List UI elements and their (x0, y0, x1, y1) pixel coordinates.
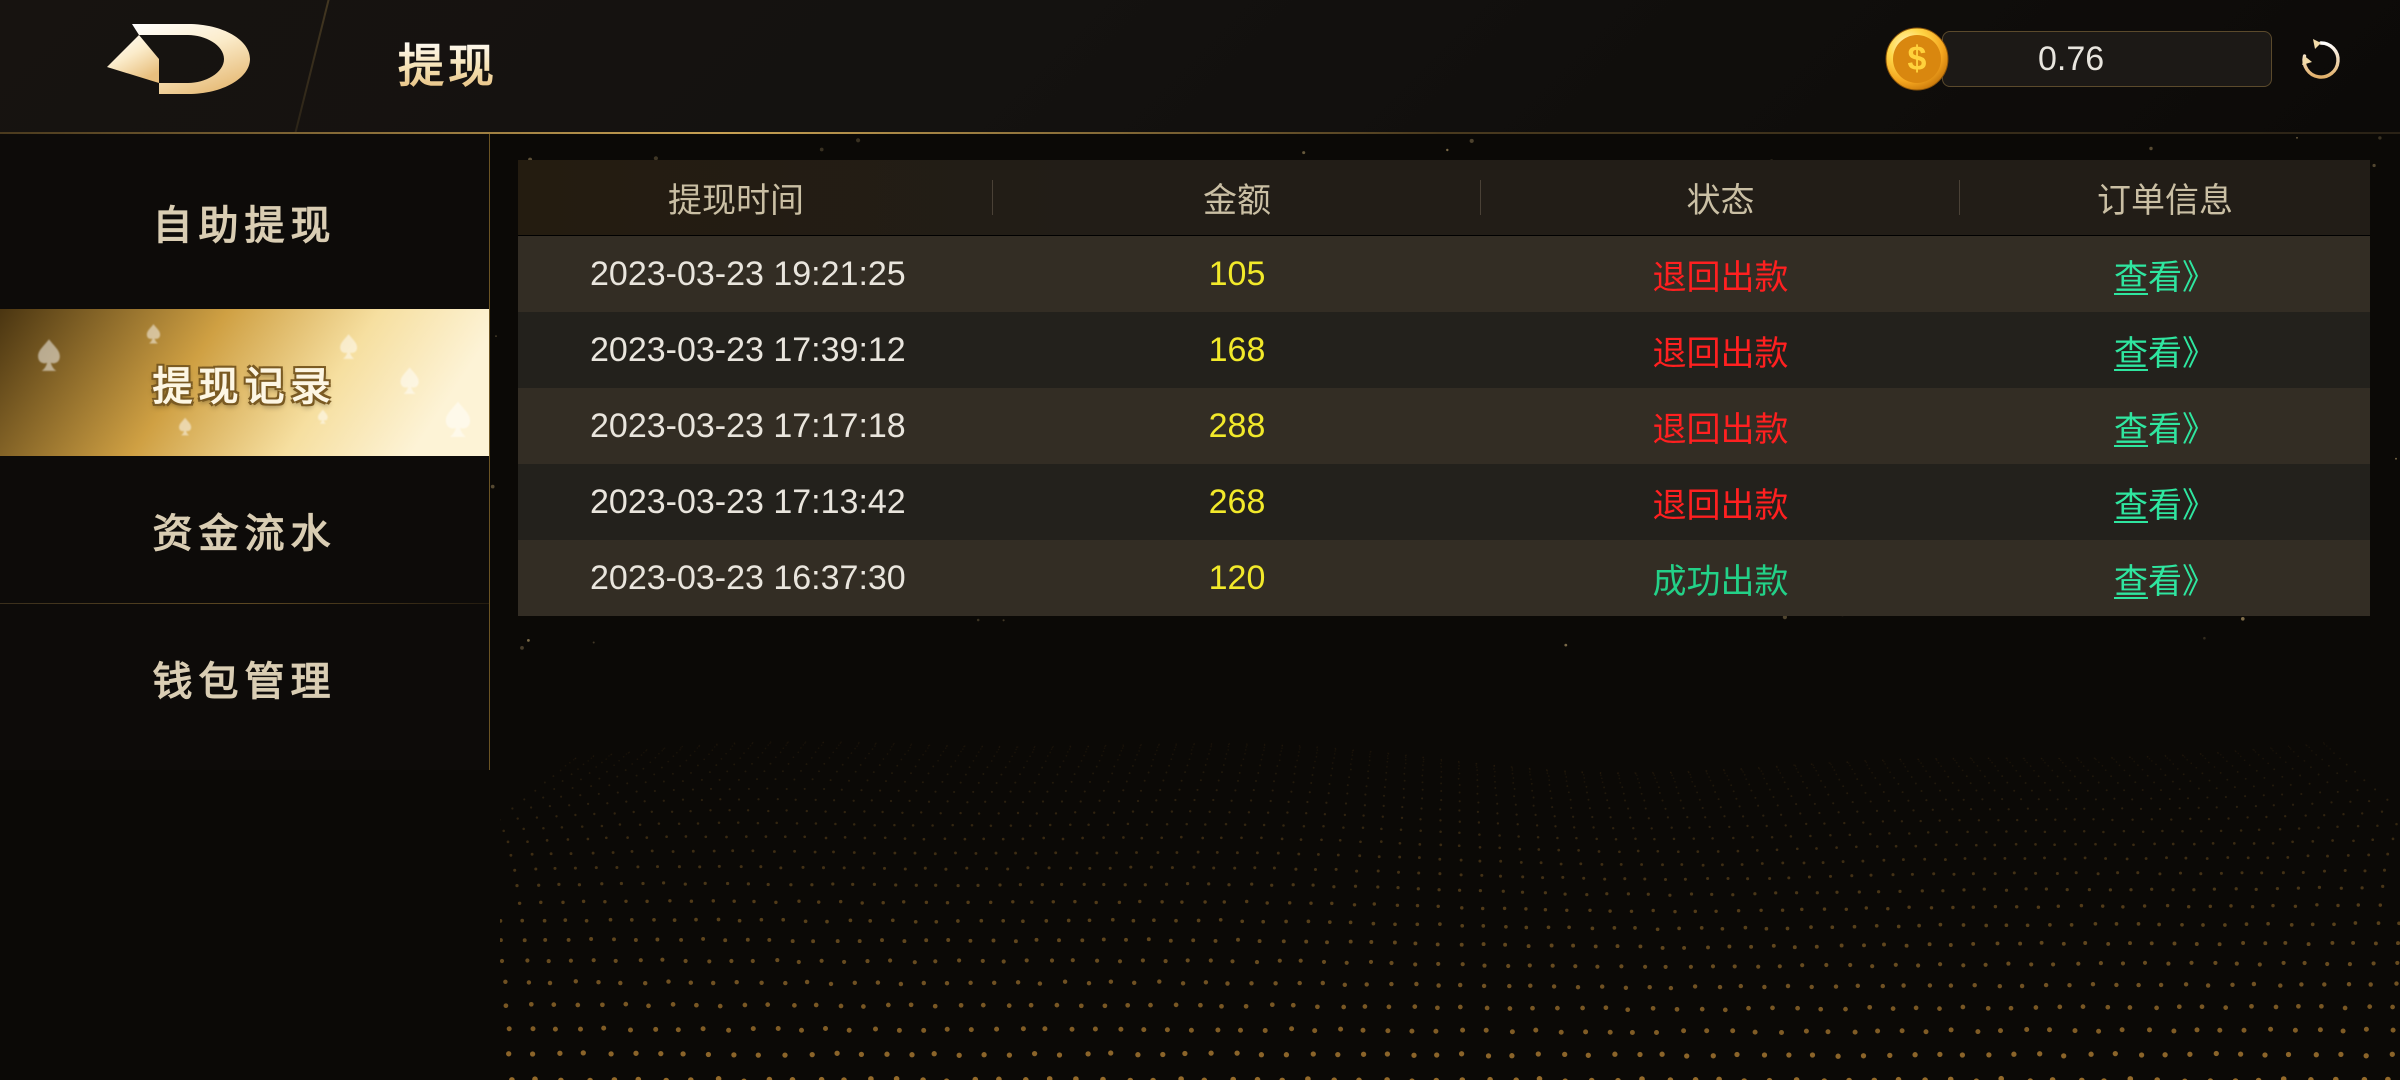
svg-text:$: $ (1908, 40, 1927, 78)
